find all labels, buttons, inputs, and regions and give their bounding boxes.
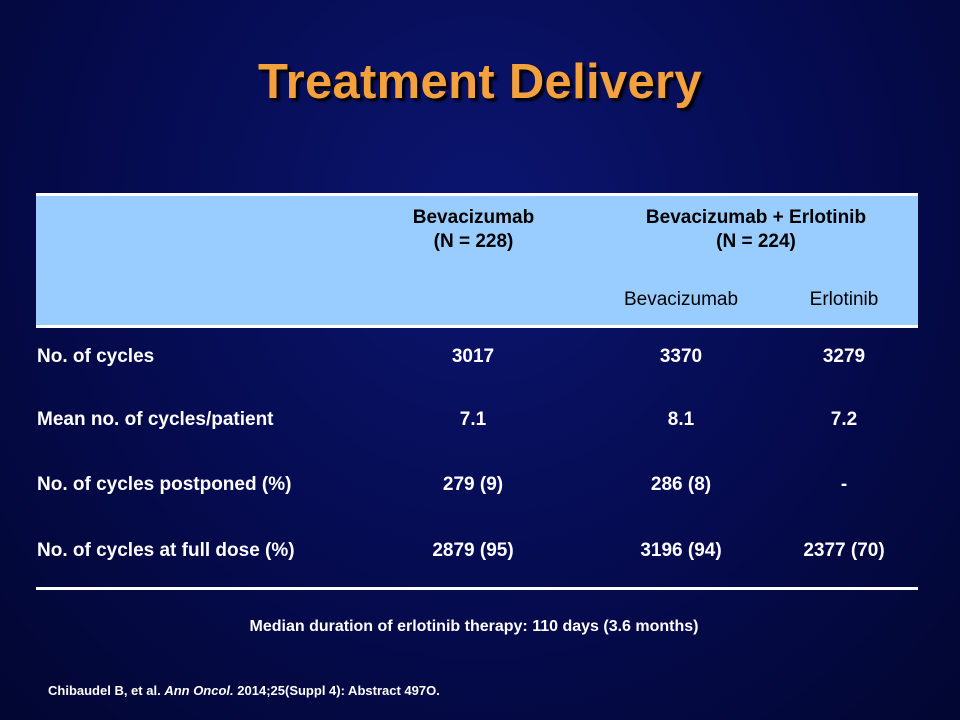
citation-journal: Ann Oncol.	[164, 683, 234, 698]
cell-combo-bevacizumab: 8.1	[667, 409, 695, 430]
table-header: Bevacizumab (N = 228) Bevacizumab + Erlo…	[36, 193, 918, 328]
cell-combo-erlotinib: 7.2	[830, 409, 858, 430]
cell-bevacizumab: 7.1	[459, 409, 487, 430]
row-label: No. of cycles postponed (%)	[37, 474, 292, 495]
cell-combo-bevacizumab: 3370	[659, 346, 703, 367]
citation: Chibaudel B, et al. Ann Oncol. 2014;25(S…	[48, 683, 440, 698]
row-label: No. of cycles at full dose (%)	[37, 540, 295, 561]
subheader-erlotinib: Erlotinib	[809, 289, 879, 310]
row-label: No. of cycles	[37, 346, 155, 367]
header-bevacizumab-arm: Bevacizumab (N = 228)	[381, 206, 566, 254]
header-combination-arm: Bevacizumab + Erlotinib (N = 224)	[601, 206, 911, 254]
footnote: Median duration of erlotinib therapy: 11…	[249, 618, 699, 635]
table-row: No. of cycles postponed (%) 279 (9) 286 …	[36, 474, 918, 504]
header-combination-name: Bevacizumab + Erlotinib	[645, 207, 867, 228]
cell-combo-bevacizumab: 286 (8)	[650, 474, 712, 495]
subheader-bevacizumab: Bevacizumab	[623, 289, 739, 310]
header-bevacizumab-n: (N = 228)	[433, 231, 514, 252]
cell-combo-bevacizumab: 3196 (94)	[640, 540, 722, 561]
citation-authors: Chibaudel B, et al.	[48, 683, 161, 698]
cell-bevacizumab: 3017	[451, 346, 495, 367]
cell-combo-erlotinib: -	[840, 474, 848, 495]
row-label: Mean no. of cycles/patient	[37, 409, 274, 430]
cell-combo-erlotinib: 3279	[822, 346, 866, 367]
cell-bevacizumab: 2879 (95)	[432, 540, 514, 561]
cell-combo-erlotinib: 2377 (70)	[803, 540, 885, 561]
header-combination-n: (N = 224)	[716, 231, 796, 252]
cell-bevacizumab: 279 (9)	[442, 474, 504, 495]
table-bottom-rule	[36, 587, 918, 590]
table-row: No. of cycles 3017 3370 3279	[36, 346, 918, 376]
header-bevacizumab-name: Bevacizumab	[412, 207, 535, 228]
table-row: No. of cycles at full dose (%) 2879 (95)…	[36, 540, 918, 570]
slide-title: Treatment Delivery	[258, 55, 702, 109]
citation-details: 2014;25(Suppl 4): Abstract 497O.	[237, 683, 440, 698]
table-row: Mean no. of cycles/patient 7.1 8.1 7.2	[36, 409, 918, 439]
